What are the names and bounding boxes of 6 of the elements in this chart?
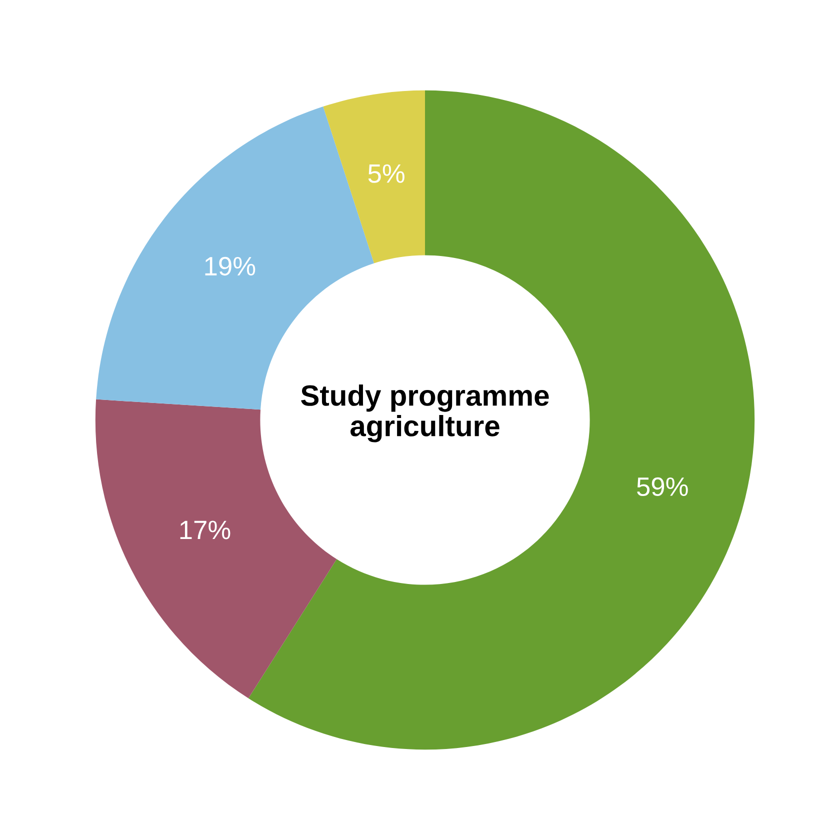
data-label: 19% xyxy=(205,256,256,276)
data-label: 5% xyxy=(368,164,404,183)
text: Study programme agriculture xyxy=(301,384,549,442)
data-label: 17% xyxy=(180,520,230,540)
donut-slice xyxy=(323,90,425,264)
data-label: 59% xyxy=(637,477,688,496)
